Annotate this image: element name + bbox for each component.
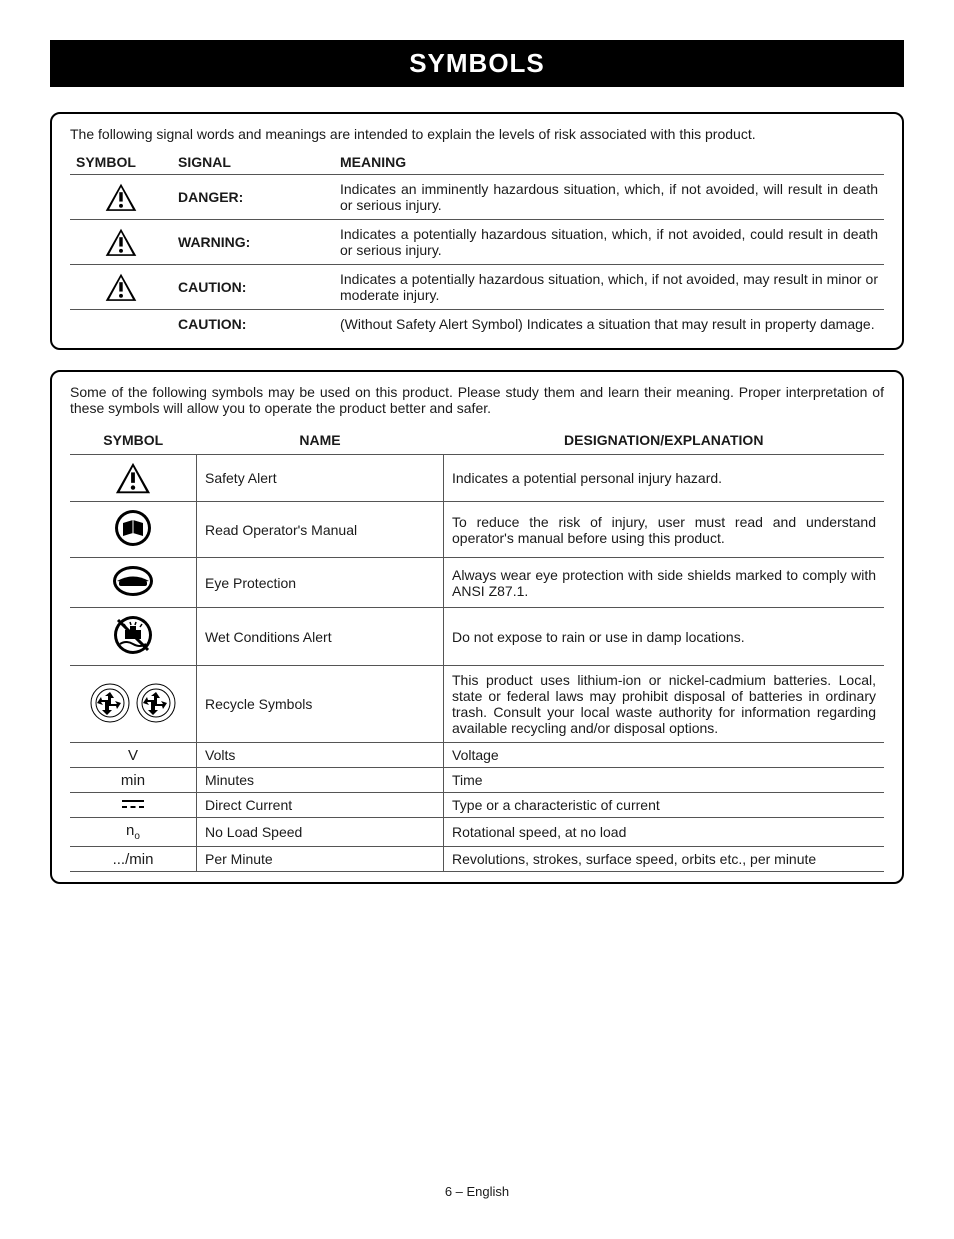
table-row: no No Load SpeedRotational speed, at no l… (70, 818, 884, 847)
symbol-cell (70, 558, 197, 608)
designation-cell: This product uses lithium-ion or nickel-… (444, 666, 885, 743)
meaning-cell: Indicates a potentially hazardous situat… (334, 220, 884, 265)
designation-cell: Revolutions, strokes, surface speed, orb… (444, 847, 885, 872)
table-row: Read Operator's ManualTo reduce the risk… (70, 502, 884, 558)
name-cell: Volts (197, 743, 444, 768)
symbol-cell (70, 502, 197, 558)
symbols-table: SYMBOL NAME DESIGNATION/EXPLANATION Safe… (70, 426, 884, 872)
symbol-cell: V (70, 743, 197, 768)
eye-protection-icon (111, 564, 155, 598)
symbol-text: .../min (113, 851, 154, 868)
symbol-cell (70, 793, 197, 818)
designation-cell: Type or a characteristic of current (444, 793, 885, 818)
meaning-cell: Indicates a potentially hazardous situat… (334, 265, 884, 310)
table-row: Eye ProtectionAlways wear eye protection… (70, 558, 884, 608)
symbol-cell (70, 310, 172, 339)
designation-cell: Indicates a potential personal injury ha… (444, 455, 885, 502)
designation-cell: Do not expose to rain or use in damp loc… (444, 608, 885, 666)
symbol-cell: no (70, 818, 197, 847)
symbol-cell (70, 455, 197, 502)
table-row: Safety AlertIndicates a potential person… (70, 455, 884, 502)
name-cell: Minutes (197, 768, 444, 793)
designation-cell: Voltage (444, 743, 885, 768)
symbol-cell (70, 220, 172, 265)
name-cell: Safety Alert (197, 455, 444, 502)
direct-current-icon (120, 798, 146, 810)
page-title: SYMBOLS (50, 40, 904, 87)
col-designation: DESIGNATION/EXPLANATION (444, 426, 885, 455)
safety-alert-icon (104, 182, 138, 213)
symbol-cell (70, 666, 197, 743)
signal-cell: WARNING: (172, 220, 334, 265)
symbol-cell (70, 608, 197, 666)
table-header-row: SYMBOL NAME DESIGNATION/EXPLANATION (70, 426, 884, 455)
symbol-text: V (128, 747, 138, 764)
name-cell: Per Minute (197, 847, 444, 872)
table-row: DANGER:Indicates an imminently hazardous… (70, 175, 884, 220)
table-row: V VoltsVoltage (70, 743, 884, 768)
signal-cell: CAUTION: (172, 310, 334, 339)
designation-cell: Always wear eye protection with side shi… (444, 558, 885, 608)
safety-alert-icon (114, 461, 152, 495)
symbol-text: min (121, 772, 145, 789)
recycle-seal-icon (89, 682, 131, 724)
no-load-glyph: no (126, 822, 140, 839)
table-header-row: SYMBOL SIGNAL MEANING (70, 150, 884, 175)
symbols-box: Some of the following symbols may be use… (50, 370, 904, 884)
designation-cell: To reduce the risk of injury, user must … (444, 502, 885, 558)
page-footer: 6 – English (50, 1184, 904, 1199)
table-row: CAUTION:(Without Safety Alert Symbol) In… (70, 310, 884, 339)
signal-intro: The following signal words and meanings … (70, 126, 884, 142)
symbol-cell: .../min (70, 847, 197, 872)
table-row: WARNING:Indicates a potentially hazardou… (70, 220, 884, 265)
symbol-cell (70, 265, 172, 310)
col-name: NAME (197, 426, 444, 455)
table-row: Direct CurrentType or a characteristic o… (70, 793, 884, 818)
name-cell: Wet Conditions Alert (197, 608, 444, 666)
meaning-cell: Indicates an imminently hazardous situat… (334, 175, 884, 220)
safety-alert-icon (104, 272, 138, 303)
col-signal: SIGNAL (172, 150, 334, 175)
designation-cell: Rotational speed, at no load (444, 818, 885, 847)
col-symbol: SYMBOL (70, 150, 172, 175)
signal-words-box: The following signal words and meanings … (50, 112, 904, 350)
designation-cell: Time (444, 768, 885, 793)
signal-cell: DANGER: (172, 175, 334, 220)
signal-cell: CAUTION: (172, 265, 334, 310)
name-cell: Read Operator's Manual (197, 502, 444, 558)
safety-alert-icon (104, 227, 138, 258)
name-cell: Direct Current (197, 793, 444, 818)
name-cell: Eye Protection (197, 558, 444, 608)
recycle-seal-icon (135, 682, 177, 724)
table-row: CAUTION:Indicates a potentially hazardou… (70, 265, 884, 310)
meaning-cell: (Without Safety Alert Symbol) Indicates … (334, 310, 884, 339)
col-symbol: SYMBOL (70, 426, 197, 455)
symbol-cell (70, 175, 172, 220)
name-cell: No Load Speed (197, 818, 444, 847)
read-manual-icon (113, 508, 153, 548)
table-row: Recycle SymbolsThis product uses lithium… (70, 666, 884, 743)
wet-conditions-icon (112, 614, 154, 656)
name-cell: Recycle Symbols (197, 666, 444, 743)
symbols-intro: Some of the following symbols may be use… (70, 384, 884, 416)
signal-table: SYMBOL SIGNAL MEANING DANGER:Indicates a… (70, 150, 884, 338)
table-row: .../min Per MinuteRevolutions, strokes, s… (70, 847, 884, 872)
table-row: Wet Conditions AlertDo not expose to rai… (70, 608, 884, 666)
symbol-cell: min (70, 768, 197, 793)
col-meaning: MEANING (334, 150, 884, 175)
table-row: min MinutesTime (70, 768, 884, 793)
